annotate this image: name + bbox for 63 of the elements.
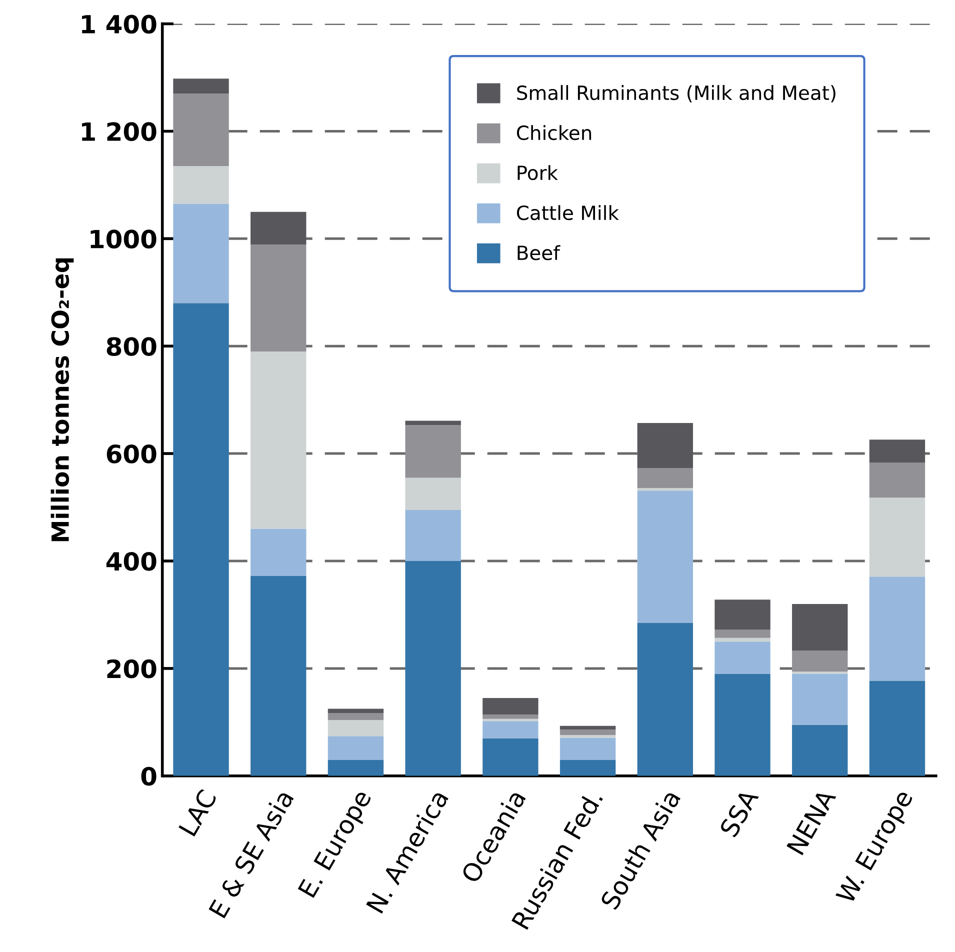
bar (869, 498, 926, 577)
bar (714, 630, 770, 638)
bar (405, 425, 461, 478)
bar (560, 738, 616, 760)
bar (482, 714, 538, 719)
bar (792, 674, 848, 725)
bar (250, 351, 306, 529)
bar (328, 720, 384, 736)
bar (792, 604, 848, 651)
y-tick-label: 1 400 (82, 14, 156, 34)
legend-label: Chicken (516, 125, 592, 140)
y-tick-label: 200 (107, 659, 156, 678)
bar (560, 726, 616, 730)
bar (405, 561, 461, 776)
bar (482, 738, 538, 776)
bar (637, 488, 694, 491)
bar (250, 528, 306, 576)
bar (560, 730, 616, 736)
bar (792, 650, 848, 672)
bar (250, 244, 306, 352)
bar (173, 166, 229, 204)
bar (482, 721, 538, 738)
bar (637, 422, 694, 468)
bar (869, 440, 926, 463)
bar (637, 622, 694, 776)
legend-label: Pork (518, 165, 558, 180)
legend-label: Beef (518, 245, 560, 260)
legend-label: Cattle Milk (516, 205, 619, 220)
bar (173, 204, 229, 304)
bar (405, 510, 461, 561)
bar (328, 713, 384, 720)
bar (250, 576, 306, 776)
bar (405, 478, 461, 510)
y-tick-label: 400 (106, 552, 156, 571)
bar (869, 680, 926, 776)
bar (560, 760, 616, 776)
y-tick-label: 600 (106, 444, 156, 464)
bar (637, 490, 694, 623)
bar (250, 212, 306, 245)
bar (637, 468, 694, 488)
bar (173, 94, 229, 166)
bar (869, 462, 926, 498)
bar (792, 724, 848, 776)
bar (173, 78, 229, 94)
legend-label: Small Ruminants (Milk and Meat) (517, 85, 836, 102)
y-axis-title: Million tonnes CO₂-eq (50, 258, 74, 542)
bar (328, 760, 384, 776)
bar (714, 600, 770, 630)
bar (482, 698, 538, 715)
y-tick-label: 1000 (90, 230, 156, 249)
bar (482, 718, 538, 722)
bar (560, 735, 616, 738)
bar (328, 708, 384, 714)
bar (405, 420, 461, 426)
bar (328, 736, 384, 760)
y-tick-label: 0 (141, 766, 156, 786)
y-tick-label: 1 200 (82, 122, 156, 142)
bar (869, 576, 926, 681)
bar (714, 638, 770, 642)
bar (714, 674, 770, 776)
bar (714, 642, 770, 674)
bar (173, 303, 229, 776)
y-tick-label: 800 (106, 337, 156, 356)
